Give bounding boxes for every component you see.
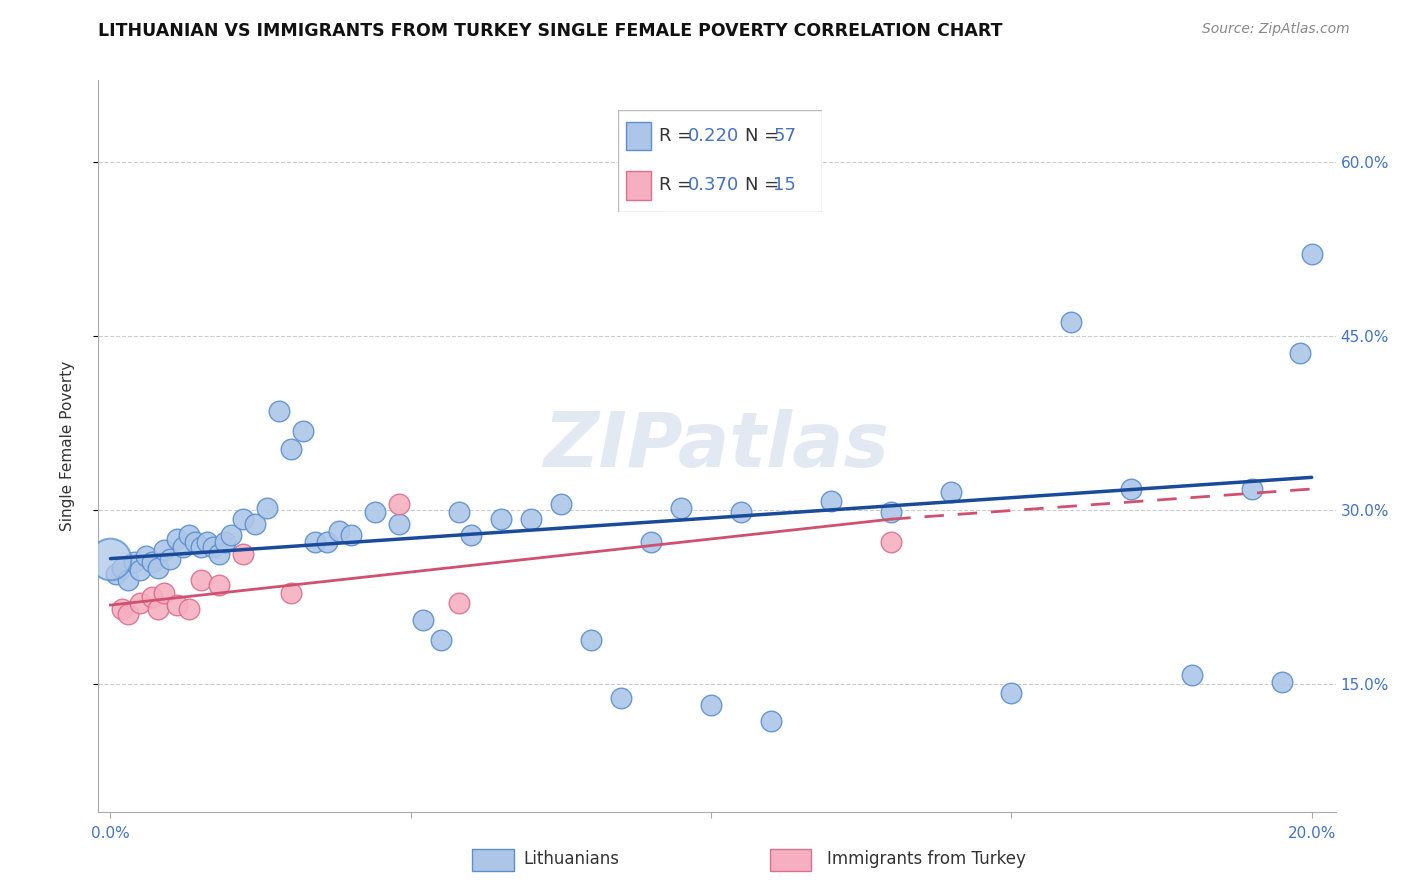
Point	[232, 547, 254, 561]
Point	[388, 516, 411, 531]
Point	[1000, 686, 1022, 700]
Point	[153, 543, 176, 558]
FancyBboxPatch shape	[626, 171, 651, 200]
Point	[640, 535, 662, 549]
Text: 0.220: 0.220	[688, 127, 738, 145]
Point	[129, 596, 152, 610]
Point	[141, 590, 163, 604]
Text: 57: 57	[773, 127, 796, 145]
Point	[820, 493, 842, 508]
FancyBboxPatch shape	[626, 122, 651, 151]
Point	[148, 601, 170, 615]
Point	[880, 505, 903, 519]
Text: 0.0%: 0.0%	[91, 826, 129, 840]
Point	[759, 714, 782, 728]
Point	[214, 535, 236, 549]
Point	[207, 547, 229, 561]
Point	[172, 540, 194, 554]
Point	[364, 505, 387, 519]
Point	[219, 528, 242, 542]
Point	[280, 586, 302, 600]
Point	[429, 632, 451, 647]
Point	[159, 551, 181, 566]
Point	[117, 607, 139, 622]
Point	[388, 497, 411, 511]
Point	[190, 573, 212, 587]
Text: ZIPatlas: ZIPatlas	[544, 409, 890, 483]
Point	[1301, 247, 1323, 261]
Point	[1271, 674, 1294, 689]
Point	[135, 549, 157, 564]
FancyBboxPatch shape	[619, 110, 823, 212]
Point	[315, 535, 337, 549]
Point	[105, 566, 128, 581]
Point	[550, 497, 572, 511]
Point	[124, 555, 146, 569]
Point	[280, 442, 302, 457]
Point	[256, 500, 278, 515]
Point	[267, 404, 290, 418]
Point	[183, 535, 205, 549]
Point	[166, 598, 188, 612]
Point	[941, 485, 963, 500]
Text: R =: R =	[659, 176, 697, 194]
Point	[111, 601, 134, 615]
Point	[339, 528, 361, 542]
Point	[207, 578, 229, 592]
Text: R =: R =	[659, 127, 697, 145]
Point	[243, 516, 266, 531]
Point	[579, 632, 602, 647]
Point	[1060, 315, 1083, 329]
Point	[100, 551, 122, 566]
Point	[166, 532, 188, 546]
Point	[111, 561, 134, 575]
Point	[447, 505, 470, 519]
Point	[1288, 346, 1310, 360]
Text: 20.0%: 20.0%	[1288, 826, 1336, 840]
Point	[730, 505, 752, 519]
Point	[232, 512, 254, 526]
Point	[489, 512, 512, 526]
Point	[129, 563, 152, 577]
Point	[669, 500, 692, 515]
Text: Immigrants from Turkey: Immigrants from Turkey	[827, 849, 1025, 868]
Text: LITHUANIAN VS IMMIGRANTS FROM TURKEY SINGLE FEMALE POVERTY CORRELATION CHART: LITHUANIAN VS IMMIGRANTS FROM TURKEY SIN…	[98, 22, 1002, 40]
Text: 15: 15	[773, 176, 796, 194]
Point	[1240, 482, 1263, 496]
Point	[153, 586, 176, 600]
Point	[1121, 482, 1143, 496]
Point	[117, 573, 139, 587]
Point	[700, 698, 723, 712]
Text: N =: N =	[745, 176, 785, 194]
Point	[177, 601, 200, 615]
Point	[412, 613, 434, 627]
FancyBboxPatch shape	[472, 849, 513, 871]
Point	[291, 424, 314, 438]
Text: N =: N =	[745, 127, 785, 145]
Point	[141, 555, 163, 569]
FancyBboxPatch shape	[770, 849, 811, 871]
Point	[520, 512, 543, 526]
Point	[328, 524, 350, 538]
Point	[201, 540, 224, 554]
Text: Lithuanians: Lithuanians	[523, 849, 619, 868]
Y-axis label: Single Female Poverty: Single Female Poverty	[60, 361, 75, 531]
Point	[177, 528, 200, 542]
Point	[1180, 667, 1202, 681]
Point	[304, 535, 326, 549]
Point	[610, 690, 633, 705]
Point	[190, 540, 212, 554]
Text: 0.370: 0.370	[688, 176, 738, 194]
Point	[195, 535, 218, 549]
Point	[460, 528, 482, 542]
Text: Source: ZipAtlas.com: Source: ZipAtlas.com	[1202, 22, 1350, 37]
Point	[880, 535, 903, 549]
Point	[447, 596, 470, 610]
Point	[148, 561, 170, 575]
